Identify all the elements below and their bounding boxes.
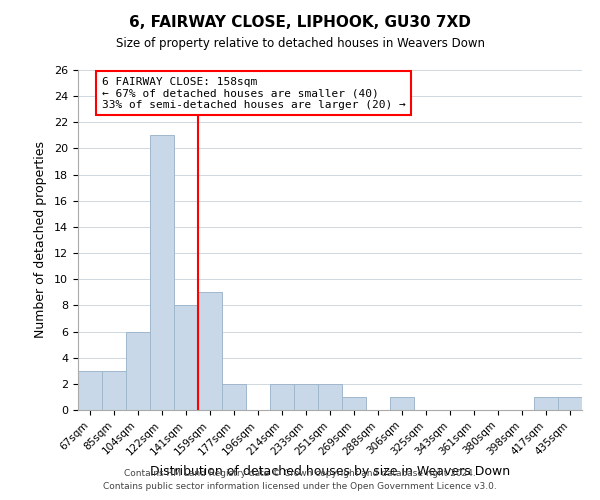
Text: 6 FAIRWAY CLOSE: 158sqm
← 67% of detached houses are smaller (40)
33% of semi-de: 6 FAIRWAY CLOSE: 158sqm ← 67% of detache… (102, 76, 406, 110)
Bar (390, 397, 414, 410)
Bar (318, 384, 342, 410)
Bar (294, 384, 318, 410)
Bar (558, 397, 582, 410)
Bar (126, 332, 150, 410)
Y-axis label: Number of detached properties: Number of detached properties (34, 142, 47, 338)
Bar (222, 384, 246, 410)
Text: 6, FAIRWAY CLOSE, LIPHOOK, GU30 7XD: 6, FAIRWAY CLOSE, LIPHOOK, GU30 7XD (129, 15, 471, 30)
Bar (534, 397, 558, 410)
Bar (270, 384, 294, 410)
Bar (102, 371, 126, 410)
Bar (150, 136, 174, 410)
Bar (174, 306, 198, 410)
Bar (198, 292, 222, 410)
Text: Contains HM Land Registry data © Crown copyright and database right 2024.: Contains HM Land Registry data © Crown c… (124, 468, 476, 477)
Bar (342, 397, 366, 410)
Text: Size of property relative to detached houses in Weavers Down: Size of property relative to detached ho… (115, 38, 485, 51)
X-axis label: Distribution of detached houses by size in Weavers Down: Distribution of detached houses by size … (150, 465, 510, 478)
Bar (78, 371, 102, 410)
Text: Contains public sector information licensed under the Open Government Licence v3: Contains public sector information licen… (103, 482, 497, 491)
